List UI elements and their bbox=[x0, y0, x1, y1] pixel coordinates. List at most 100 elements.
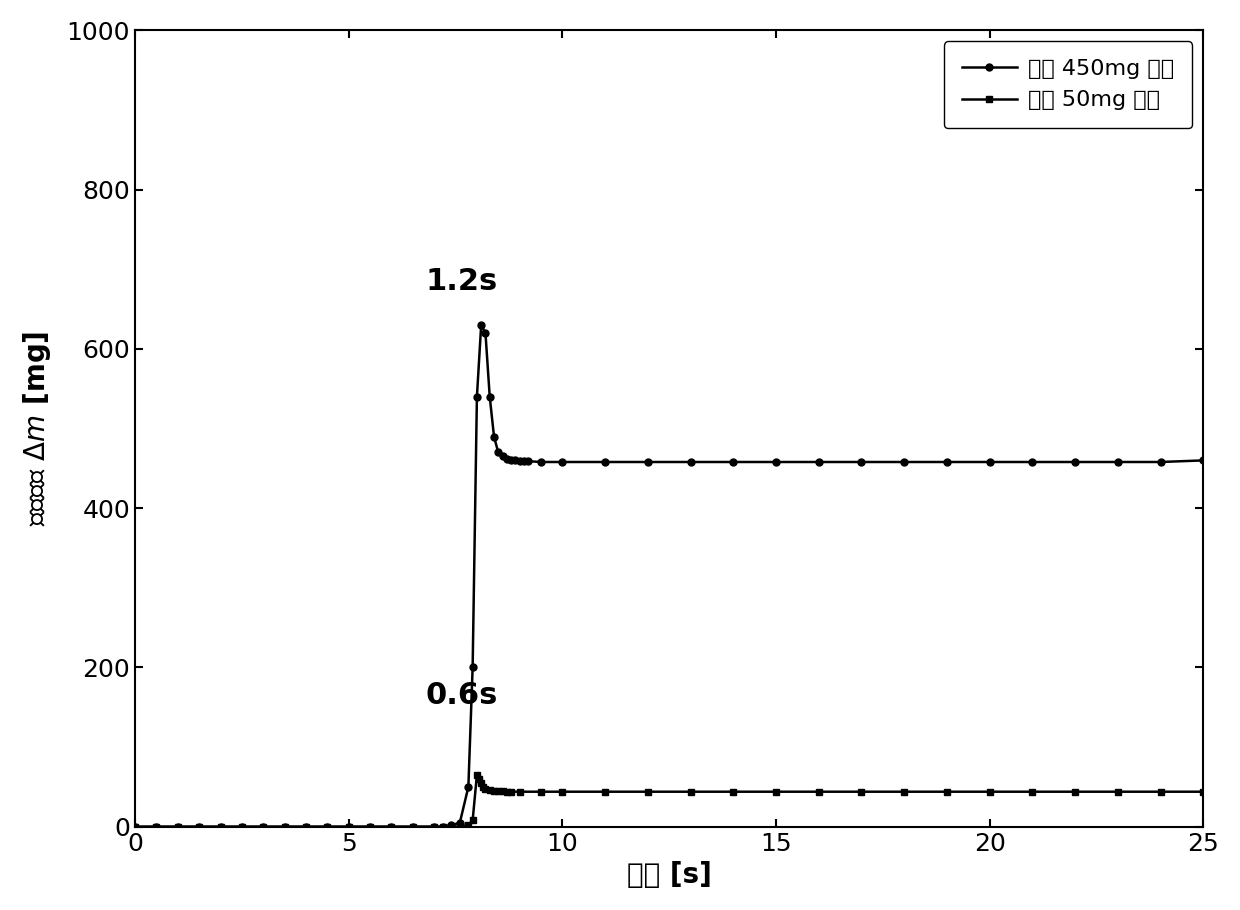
加入 450mg 扰动 bbox=[491, 447, 506, 458]
加入 50mg 扰动 bbox=[149, 822, 164, 833]
Y-axis label: 质量变化 $\Delta m$ [mg]: 质量变化 $\Delta m$ [mg] bbox=[21, 331, 53, 526]
加入 50mg 扰动 bbox=[192, 822, 207, 833]
X-axis label: 时间 [s]: 时间 [s] bbox=[626, 861, 712, 889]
Line: 加入 50mg 扰动: 加入 50mg 扰动 bbox=[131, 772, 1207, 830]
加入 450mg 扰动 bbox=[477, 328, 492, 339]
加入 450mg 扰动 bbox=[149, 822, 164, 833]
加入 50mg 扰动 bbox=[453, 822, 467, 833]
加入 450mg 扰动 bbox=[940, 457, 955, 468]
加入 450mg 扰动 bbox=[503, 455, 518, 466]
加入 50mg 扰动 bbox=[491, 785, 506, 796]
加入 450mg 扰动 bbox=[854, 457, 869, 468]
加入 450mg 扰动 bbox=[897, 457, 911, 468]
加入 450mg 扰动 bbox=[512, 456, 527, 467]
加入 450mg 扰动 bbox=[725, 457, 740, 468]
Legend: 加入 450mg 扰动, 加入 50mg 扰动: 加入 450mg 扰动, 加入 50mg 扰动 bbox=[944, 42, 1192, 128]
加入 450mg 扰动 bbox=[299, 822, 314, 833]
加入 450mg 扰动 bbox=[444, 820, 459, 831]
加入 50mg 扰动 bbox=[1068, 786, 1083, 797]
加入 450mg 扰动 bbox=[811, 457, 826, 468]
加入 450mg 扰动 bbox=[500, 453, 515, 464]
加入 50mg 扰动 bbox=[897, 786, 911, 797]
加入 50mg 扰动 bbox=[598, 786, 613, 797]
加入 50mg 扰动 bbox=[476, 782, 491, 793]
加入 50mg 扰动 bbox=[811, 786, 826, 797]
加入 450mg 扰动 bbox=[465, 662, 480, 672]
加入 450mg 扰动 bbox=[1110, 457, 1125, 468]
加入 50mg 扰动 bbox=[556, 786, 570, 797]
加入 450mg 扰动 bbox=[1153, 457, 1168, 468]
加入 50mg 扰动 bbox=[320, 822, 335, 833]
加入 50mg 扰动 bbox=[471, 774, 486, 784]
加入 450mg 扰动 bbox=[255, 822, 270, 833]
加入 50mg 扰动 bbox=[362, 822, 377, 833]
加入 50mg 扰动 bbox=[477, 784, 492, 794]
加入 450mg 扰动 bbox=[495, 451, 510, 462]
加入 450mg 扰动 bbox=[1068, 457, 1083, 468]
加入 50mg 扰动 bbox=[234, 822, 249, 833]
加入 50mg 扰动 bbox=[444, 822, 459, 833]
加入 450mg 扰动 bbox=[486, 431, 501, 442]
加入 50mg 扰动 bbox=[486, 785, 501, 796]
加入 450mg 扰动 bbox=[769, 457, 784, 468]
加入 50mg 扰动 bbox=[213, 822, 228, 833]
加入 50mg 扰动 bbox=[1153, 786, 1168, 797]
加入 50mg 扰动 bbox=[982, 786, 997, 797]
加入 50mg 扰动 bbox=[474, 777, 489, 788]
加入 50mg 扰动 bbox=[341, 822, 356, 833]
Text: 1.2s: 1.2s bbox=[425, 267, 498, 296]
加入 450mg 扰动 bbox=[640, 457, 655, 468]
加入 450mg 扰动 bbox=[474, 319, 489, 330]
加入 50mg 扰动 bbox=[683, 786, 698, 797]
加入 50mg 扰动 bbox=[725, 786, 740, 797]
加入 450mg 扰动 bbox=[341, 822, 356, 833]
Line: 加入 450mg 扰动: 加入 450mg 扰动 bbox=[131, 321, 1207, 830]
加入 450mg 扰动 bbox=[1025, 457, 1040, 468]
加入 50mg 扰动 bbox=[640, 786, 655, 797]
加入 50mg 扰动 bbox=[769, 786, 784, 797]
加入 50mg 扰动 bbox=[384, 822, 399, 833]
加入 450mg 扰动 bbox=[128, 822, 143, 833]
加入 50mg 扰动 bbox=[128, 822, 143, 833]
加入 450mg 扰动 bbox=[213, 822, 228, 833]
加入 50mg 扰动 bbox=[503, 786, 518, 797]
加入 50mg 扰动 bbox=[1025, 786, 1040, 797]
加入 50mg 扰动 bbox=[278, 822, 293, 833]
加入 50mg 扰动 bbox=[1195, 786, 1210, 797]
加入 50mg 扰动 bbox=[940, 786, 955, 797]
加入 50mg 扰动 bbox=[461, 820, 476, 831]
加入 50mg 扰动 bbox=[512, 786, 527, 797]
加入 50mg 扰动 bbox=[299, 822, 314, 833]
加入 450mg 扰动 bbox=[435, 822, 450, 833]
加入 50mg 扰动 bbox=[533, 786, 548, 797]
加入 450mg 扰动 bbox=[234, 822, 249, 833]
加入 450mg 扰动 bbox=[170, 822, 185, 833]
加入 50mg 扰动 bbox=[495, 785, 510, 796]
Text: 0.6s: 0.6s bbox=[425, 681, 498, 710]
加入 50mg 扰动 bbox=[482, 784, 497, 795]
加入 450mg 扰动 bbox=[470, 391, 485, 402]
加入 450mg 扰动 bbox=[598, 457, 613, 468]
加入 450mg 扰动 bbox=[362, 822, 377, 833]
加入 50mg 扰动 bbox=[465, 815, 480, 826]
加入 50mg 扰动 bbox=[255, 822, 270, 833]
加入 50mg 扰动 bbox=[1110, 786, 1125, 797]
加入 50mg 扰动 bbox=[854, 786, 869, 797]
加入 450mg 扰动 bbox=[278, 822, 293, 833]
加入 450mg 扰动 bbox=[521, 456, 536, 467]
加入 450mg 扰动 bbox=[508, 455, 523, 466]
加入 450mg 扰动 bbox=[192, 822, 207, 833]
加入 50mg 扰动 bbox=[427, 822, 441, 833]
加入 450mg 扰动 bbox=[320, 822, 335, 833]
加入 50mg 扰动 bbox=[170, 822, 185, 833]
加入 450mg 扰动 bbox=[982, 457, 997, 468]
加入 450mg 扰动 bbox=[453, 817, 467, 828]
加入 450mg 扰动 bbox=[482, 391, 497, 402]
加入 450mg 扰动 bbox=[384, 822, 399, 833]
加入 50mg 扰动 bbox=[500, 786, 515, 797]
加入 450mg 扰动 bbox=[405, 822, 420, 833]
加入 450mg 扰动 bbox=[533, 457, 548, 468]
加入 450mg 扰动 bbox=[461, 782, 476, 793]
加入 450mg 扰动 bbox=[556, 457, 570, 468]
加入 450mg 扰动 bbox=[517, 456, 532, 467]
